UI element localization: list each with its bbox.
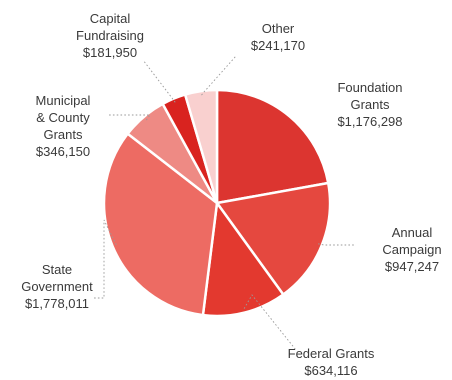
pie-slice-foundation-grants [215,88,330,205]
pie-slice-federal-grants [201,201,285,318]
leader-line-other [201,55,237,96]
slice-label-other: Other $241,170 [251,21,305,53]
pie-slice-state-government [102,132,219,317]
slice-label-state-government: State Government $1,778,011 [21,262,93,311]
pie-slice-annual-campaign [215,181,332,296]
leader-line-capital-fundraising [142,59,176,103]
leader-line-annual-campaign [318,243,356,246]
pie-slice-other [183,88,219,205]
leader-line-state-government [92,219,117,299]
slice-label-federal-grants: Federal Grants $634,116 [288,346,375,378]
slices [102,88,332,318]
slice-label-foundation-grants: Foundation Grants $1,176,298 [337,80,402,129]
leader-line-municipal-and-county-grants [108,114,151,121]
leader-line-federal-grants [243,294,297,351]
slice-label-annual-campaign: Annual Campaign $947,247 [382,225,441,274]
leader-lines [92,55,356,351]
slice-label-municipal-and-county-grants: Municipal & County Grants $346,150 [36,93,91,159]
slice-labels: Foundation Grants $1,176,298 Annual Campaign… [21,11,441,378]
slice-label-capital-fundraising: Capital Fundraising $181,950 [76,11,144,60]
